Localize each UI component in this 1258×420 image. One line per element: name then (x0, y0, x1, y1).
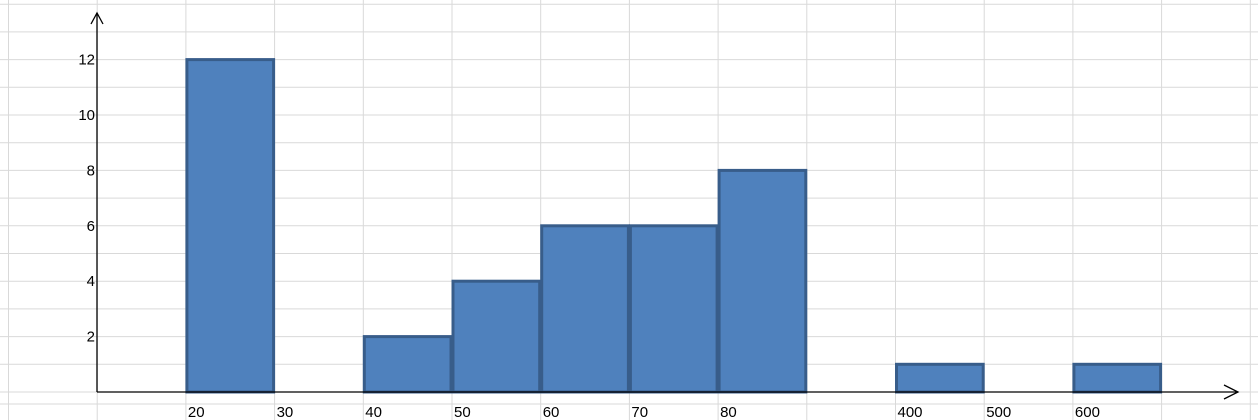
bar-80 (717, 168, 808, 394)
y-tick-label: 6 (87, 218, 95, 235)
x-tick-label: 20 (188, 404, 205, 420)
x-tick-label: 40 (365, 404, 382, 420)
bar-400 (895, 362, 985, 394)
x-tick-label: 600 (1075, 404, 1100, 420)
x-tick-label: 70 (631, 404, 648, 420)
bar-40 (362, 335, 453, 394)
x-tick-label: 400 (898, 404, 923, 420)
bar-20 (185, 58, 276, 394)
y-tick-label: 4 (87, 273, 95, 290)
x-tick-label: 80 (720, 404, 737, 420)
y-tick-label: 10 (78, 107, 95, 124)
y-axis-arrow-icon (90, 11, 104, 25)
tick-labels: 20 30 40 50 60 70 80 400 500 600 2 4 6 8 10 12 (78, 52, 1100, 420)
x-tick-label: 60 (543, 404, 560, 420)
x-tick-label: 30 (277, 404, 294, 420)
y-tick-label: 2 (87, 329, 95, 346)
bars (185, 58, 1163, 394)
bar-70 (628, 224, 719, 394)
x-axis-arrow-icon (1223, 384, 1240, 400)
y-tick-label: 8 (87, 162, 95, 179)
bar-50 (451, 279, 542, 394)
bar-60 (540, 224, 630, 394)
bar-600 (1072, 362, 1163, 394)
x-tick-label: 50 (454, 404, 471, 420)
x-tick-label: 500 (986, 404, 1011, 420)
axes (90, 11, 1240, 400)
y-tick-label: 12 (78, 52, 95, 69)
